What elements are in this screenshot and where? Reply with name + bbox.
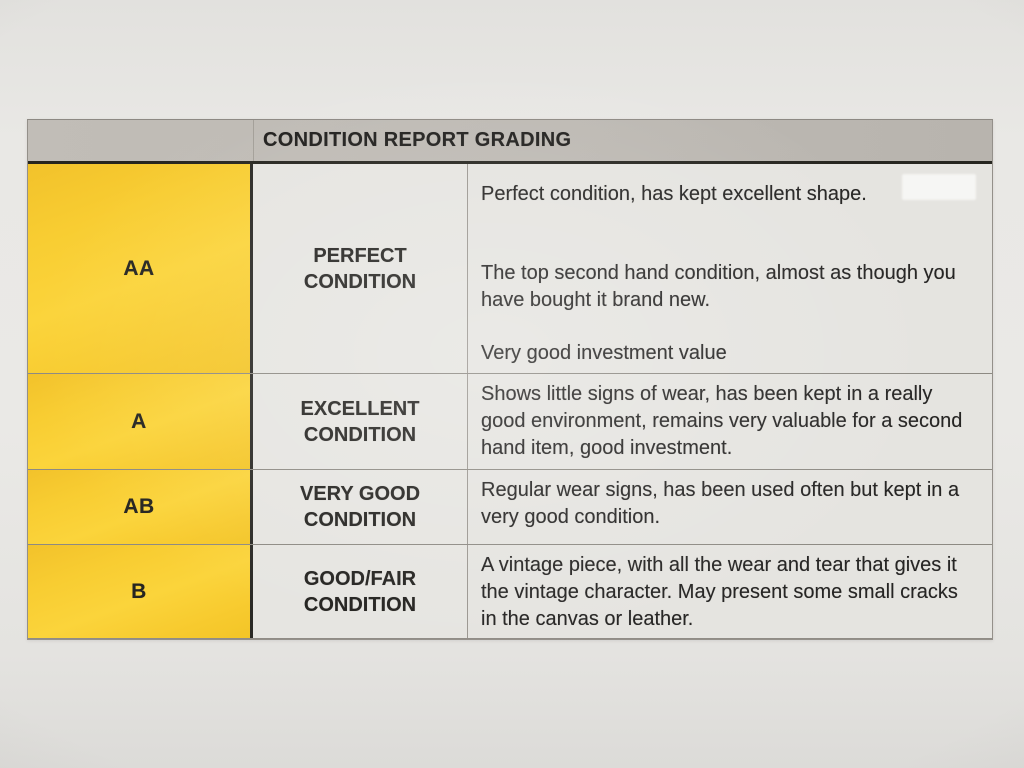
label-cell-very-good-condition: VERY GOOD CONDITION bbox=[253, 470, 468, 544]
label-line: GOOD/FAIR bbox=[303, 567, 417, 590]
description-cell-a: Shows little signs of wear, has been kep… bbox=[468, 374, 992, 469]
whiteout-patch bbox=[902, 174, 976, 200]
condition-grading-table: CONDITION REPORT GRADING AA PERFECT COND… bbox=[27, 119, 993, 640]
label-cell-perfect-condition: PERFECT CONDITION bbox=[253, 164, 468, 373]
description-paragraph: Very good investment value bbox=[481, 342, 727, 364]
description-cell-ab: Regular wear signs, has been used often … bbox=[468, 470, 992, 544]
grade-cell-aa: AA bbox=[28, 164, 253, 373]
table-row-ab: AB VERY GOOD CONDITION Regular wear sign… bbox=[28, 470, 992, 545]
label-line: CONDITION bbox=[303, 593, 417, 616]
label-line: CONDITION bbox=[303, 423, 417, 446]
label-line: CONDITION bbox=[303, 270, 417, 293]
label-cell-good-fair-condition: GOOD/FAIR CONDITION bbox=[253, 545, 468, 638]
report-title: CONDITION REPORT GRADING bbox=[263, 129, 572, 151]
table-row-b: B GOOD/FAIR CONDITION A vintage piece, w… bbox=[28, 545, 992, 639]
description-paragraph: A vintage piece, with all the wear and t… bbox=[481, 554, 958, 630]
grade-cell-b: B bbox=[28, 545, 253, 638]
table-row-aa: AA PERFECT CONDITION Perfect condition, … bbox=[28, 164, 992, 374]
label-line: EXCELLENT bbox=[300, 397, 420, 420]
label-line: CONDITION bbox=[303, 509, 417, 531]
header-column-divider bbox=[253, 120, 254, 161]
grade-cell-a: A bbox=[28, 374, 253, 469]
table-header-row: CONDITION REPORT GRADING bbox=[28, 120, 992, 164]
description-paragraph: The top second hand condition, almost as… bbox=[481, 262, 956, 311]
description-paragraph: Shows little signs of wear, has been kep… bbox=[481, 383, 963, 459]
description-cell-aa: Perfect condition, has kept excellent sh… bbox=[468, 164, 992, 373]
description-cell-b: A vintage piece, with all the wear and t… bbox=[468, 545, 992, 638]
table-row-a: A EXCELLENT CONDITION Shows little signs… bbox=[28, 374, 992, 470]
description-paragraph: Regular wear signs, has been used often … bbox=[481, 479, 960, 528]
label-line: VERY GOOD bbox=[299, 483, 421, 505]
grade-cell-ab: AB bbox=[28, 470, 253, 544]
description-paragraph: Perfect condition, has kept excellent sh… bbox=[481, 183, 867, 205]
label-line: PERFECT bbox=[313, 244, 407, 267]
label-cell-excellent-condition: EXCELLENT CONDITION bbox=[253, 374, 468, 469]
